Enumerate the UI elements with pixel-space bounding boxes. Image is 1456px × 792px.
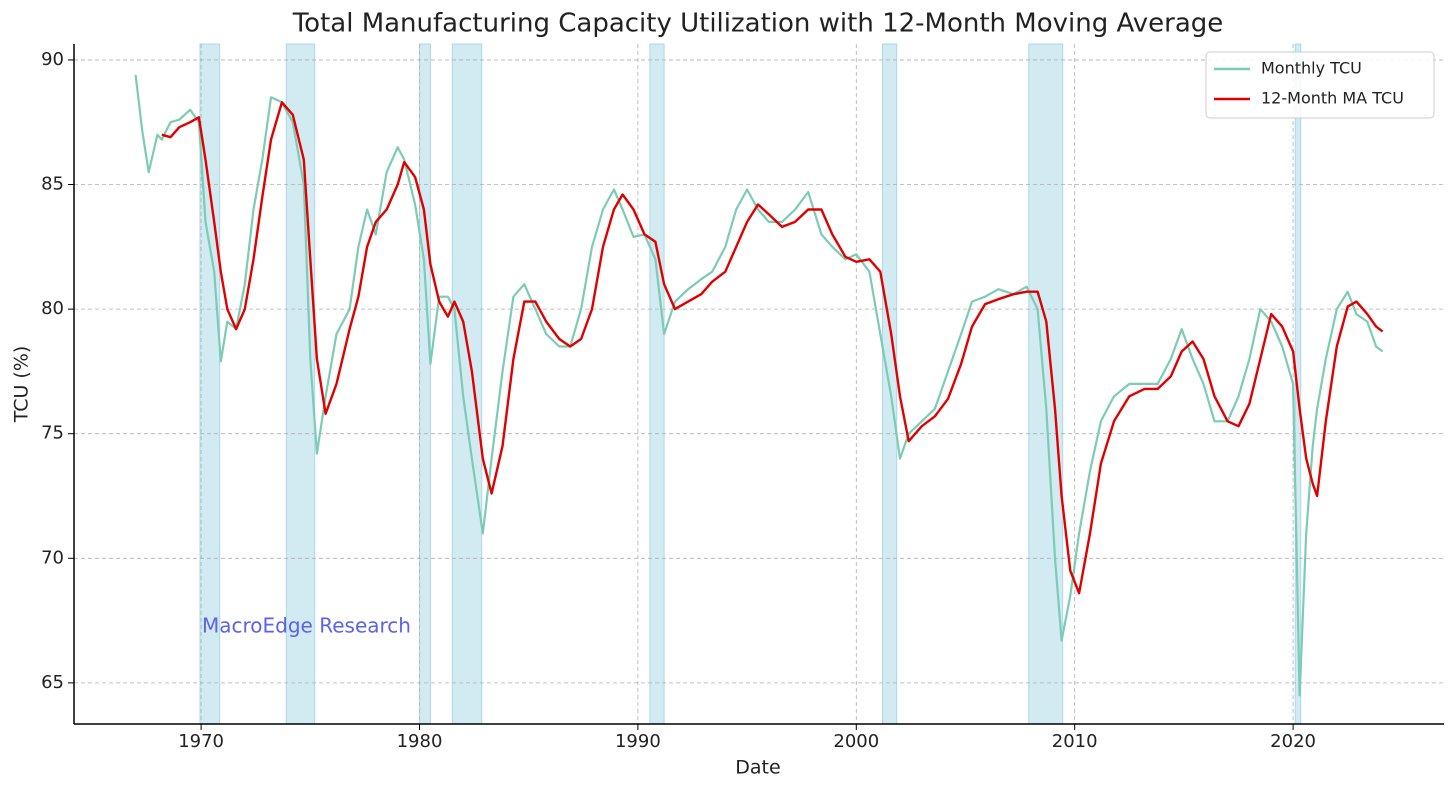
x-tick-label: 2000 — [833, 731, 879, 752]
y-tick-label: 80 — [41, 298, 64, 319]
legend-label: Monthly TCU — [1261, 59, 1362, 78]
x-tick-label: 1970 — [178, 731, 224, 752]
legend-label: 12-Month MA TCU — [1261, 89, 1404, 108]
recession-band — [451, 43, 483, 725]
series-line — [161, 101, 1384, 595]
x-tick-label: 1990 — [615, 731, 661, 752]
recession-band — [1028, 43, 1064, 725]
series-line — [134, 74, 1384, 697]
legend: Monthly TCU 12-Month MA TCU — [1205, 51, 1435, 119]
legend-box — [1205, 51, 1435, 119]
x-tick-label: 2020 — [1270, 731, 1316, 752]
recession-band — [649, 43, 665, 725]
recession-band — [285, 43, 316, 725]
y-tick-label: 85 — [41, 174, 64, 195]
y-tick-label: 75 — [41, 423, 64, 444]
chart-title: Total Manufacturing Capacity Utilization… — [292, 9, 1224, 39]
watermark: MacroEdge Research — [202, 614, 411, 638]
y-tick-label: 70 — [41, 547, 64, 568]
y-tick-label: 65 — [41, 672, 64, 693]
x-axis-label: Date — [735, 757, 780, 779]
y-tick-label: 90 — [41, 49, 64, 70]
recession-band — [419, 43, 431, 725]
y-axis-label: TCU (%) — [11, 346, 33, 424]
x-tick-label: 1980 — [397, 731, 443, 752]
x-tick-label: 2010 — [1052, 731, 1098, 752]
